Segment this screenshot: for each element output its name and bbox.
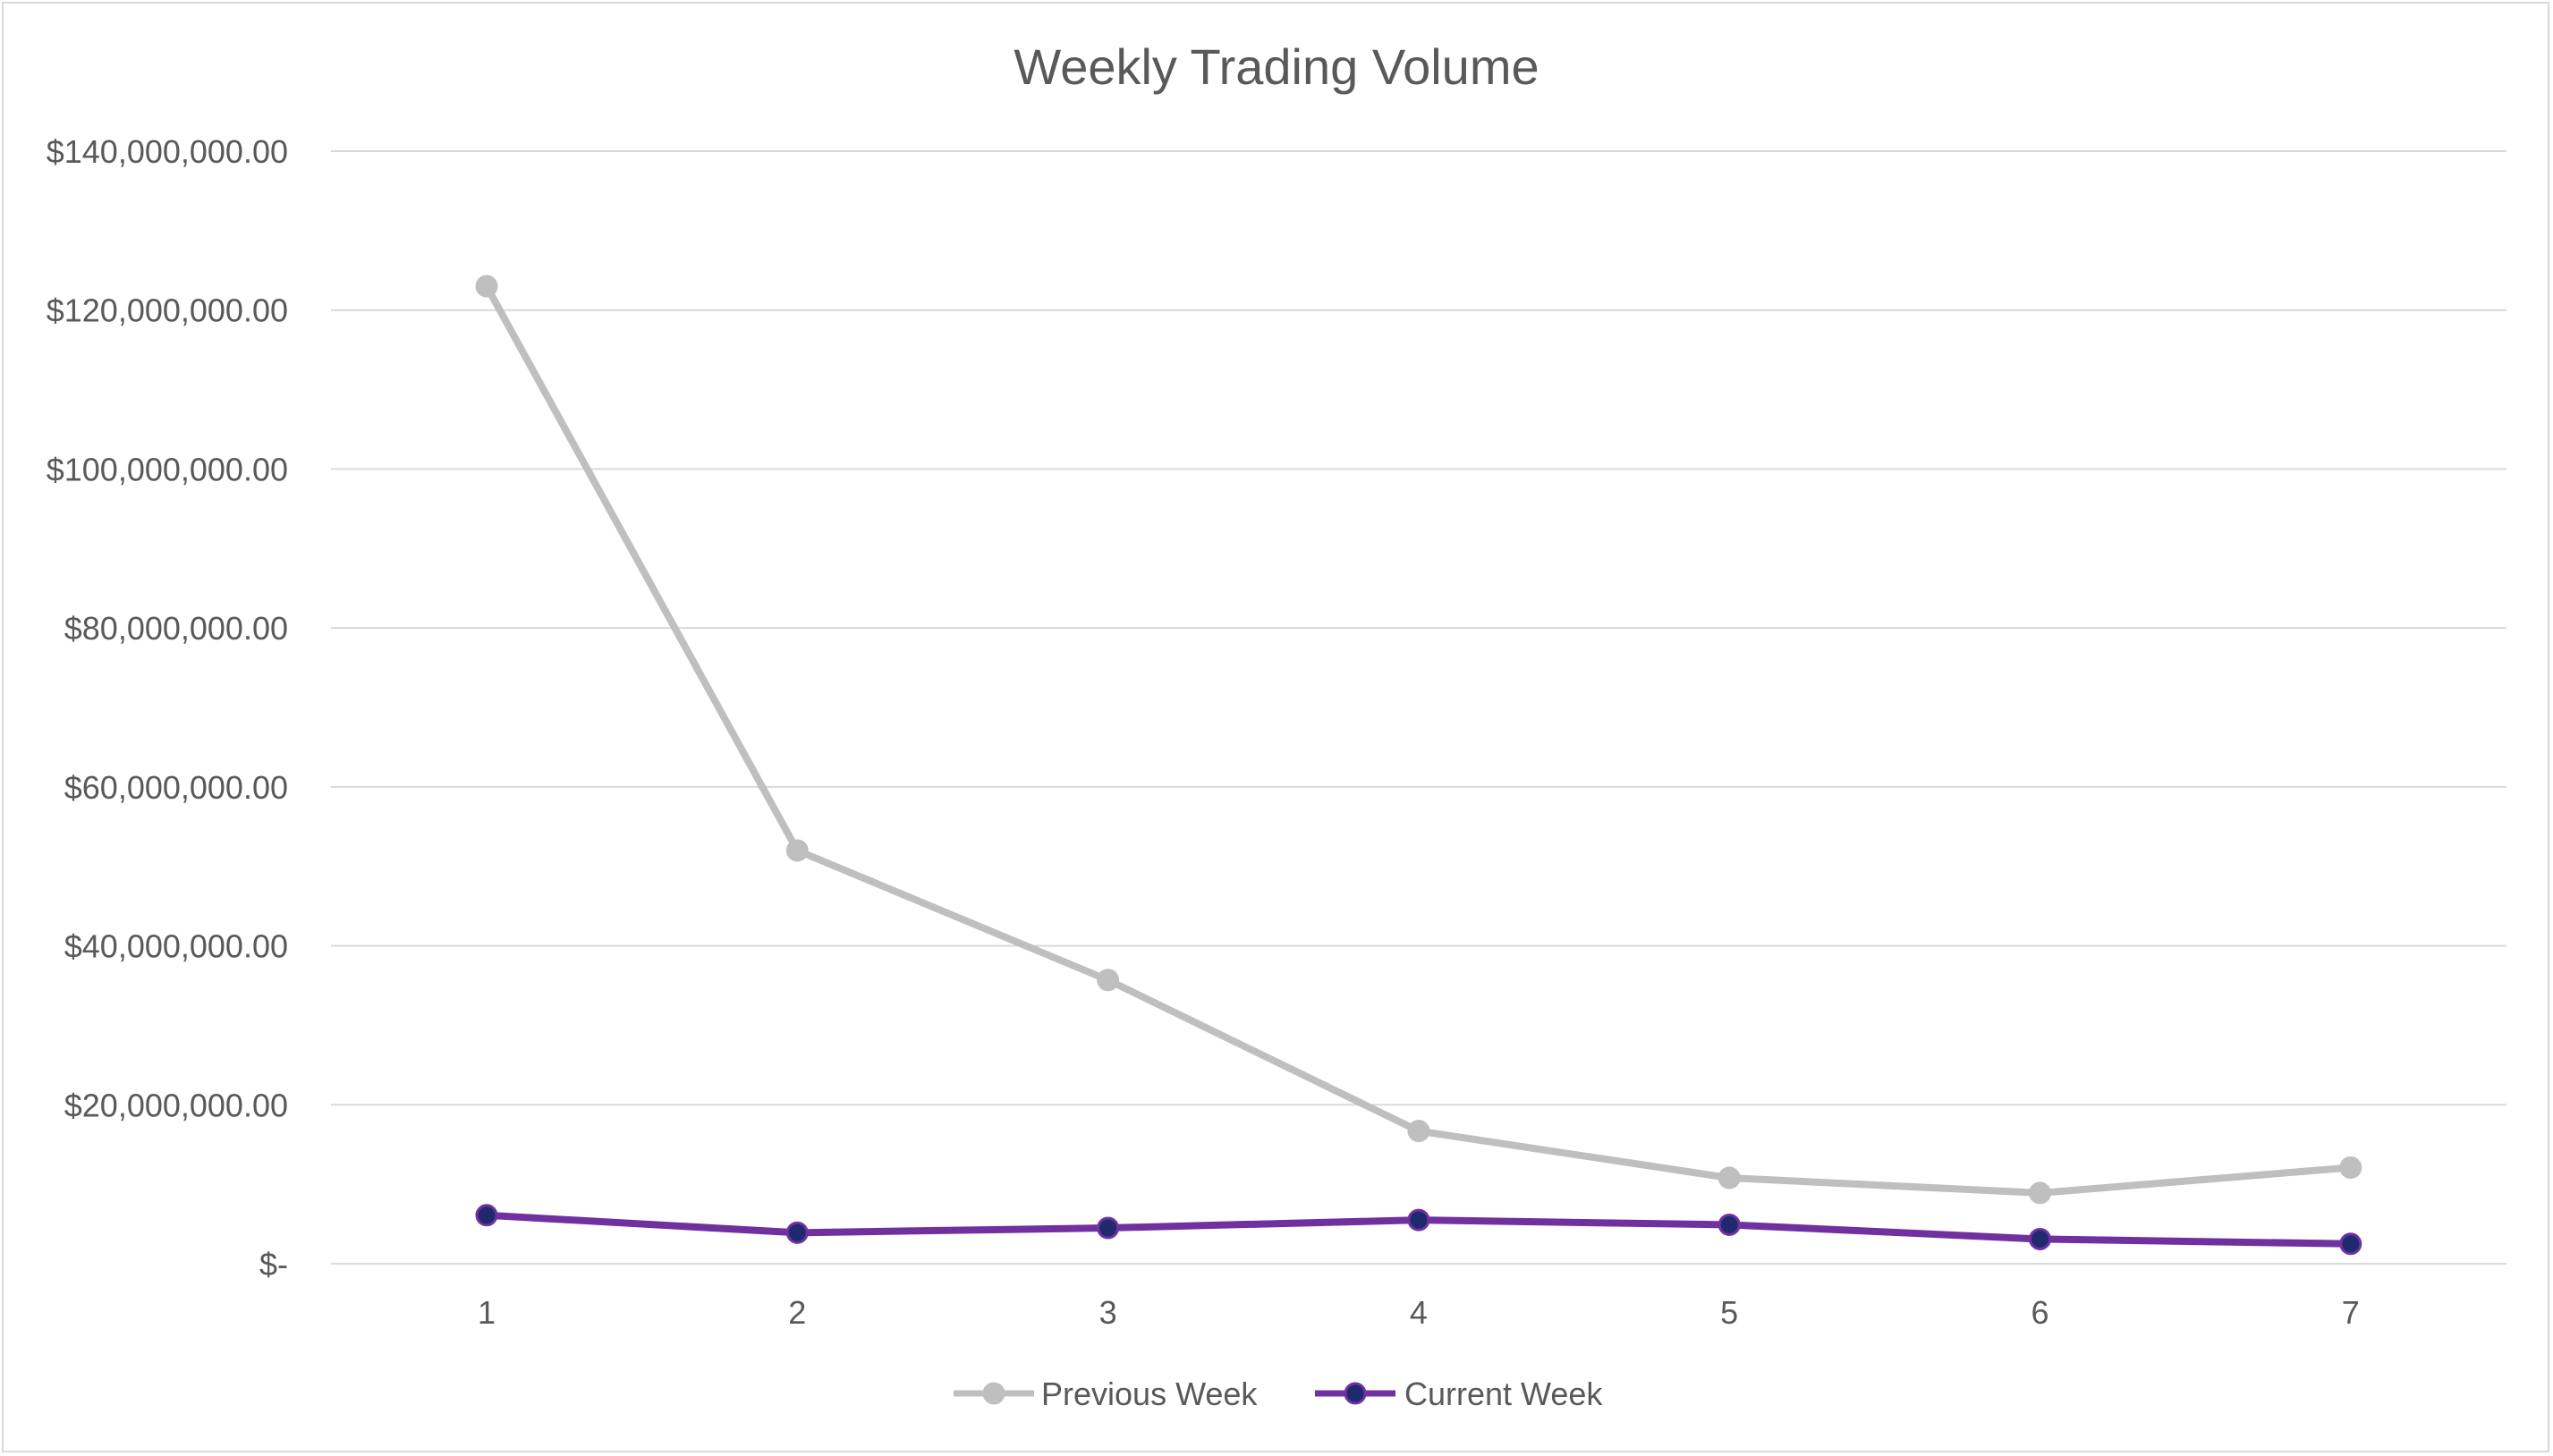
- data-point-previous-week: [1097, 969, 1120, 992]
- series-group: [475, 275, 2362, 1256]
- data-point-previous-week: [475, 275, 498, 298]
- x-axis-tick-labels: 1 2 3 4 5 6 7: [478, 1294, 2360, 1331]
- x-tick-label: 6: [2031, 1294, 2048, 1331]
- x-tick-label: 5: [1720, 1294, 1738, 1331]
- legend-entry-previous-week: Previous Week: [954, 1376, 1258, 1412]
- legend-marker-previous-week: [982, 1382, 1005, 1405]
- gridlines: [331, 150, 2506, 1265]
- y-tick-label: $60,000,000.00: [64, 769, 288, 806]
- data-point-current-week: [1407, 1208, 1430, 1232]
- y-tick-label: $20,000,000.00: [64, 1087, 288, 1123]
- chart-title: Weekly Trading Volume: [1014, 38, 1539, 95]
- data-point-previous-week: [785, 839, 809, 862]
- y-tick-label: $100,000,000.00: [47, 451, 288, 487]
- y-tick-label: $-: [259, 1246, 288, 1282]
- series-current-week: [475, 1204, 2362, 1256]
- series-previous-week: [475, 275, 2362, 1205]
- x-tick-label: 4: [1410, 1294, 1428, 1331]
- y-tick-label: $80,000,000.00: [64, 610, 288, 647]
- x-tick-label: 7: [2342, 1294, 2360, 1331]
- series-line-previous-week: [483, 284, 2352, 1197]
- legend-label-current-week: Current Week: [1404, 1376, 1603, 1412]
- y-tick-label: $140,000,000.00: [47, 133, 288, 170]
- x-tick-label: 3: [1099, 1294, 1117, 1331]
- data-point-previous-week: [1407, 1120, 1430, 1143]
- legend: Previous Week Current Week: [954, 1376, 1603, 1412]
- legend-marker-current-week: [1344, 1382, 1367, 1405]
- y-tick-label: $120,000,000.00: [47, 292, 288, 329]
- data-point-current-week: [1097, 1216, 1120, 1240]
- data-point-current-week: [1718, 1213, 1741, 1236]
- data-point-previous-week: [1718, 1166, 1741, 1189]
- data-point-previous-week: [2339, 1155, 2362, 1179]
- x-tick-label: 2: [788, 1294, 806, 1331]
- data-point-previous-week: [2029, 1181, 2051, 1205]
- y-tick-label: $40,000,000.00: [64, 928, 288, 965]
- data-point-current-week: [2339, 1232, 2362, 1256]
- legend-label-previous-week: Previous Week: [1041, 1376, 1258, 1412]
- x-tick-label: 1: [478, 1294, 496, 1331]
- legend-entry-current-week: Current Week: [1315, 1376, 1603, 1412]
- data-point-current-week: [785, 1221, 809, 1244]
- data-point-current-week: [2029, 1227, 2051, 1250]
- y-axis-tick-labels: $- $20,000,000.00 $40,000,000.00 $60,000,00…: [47, 133, 288, 1282]
- data-point-current-week: [475, 1204, 498, 1227]
